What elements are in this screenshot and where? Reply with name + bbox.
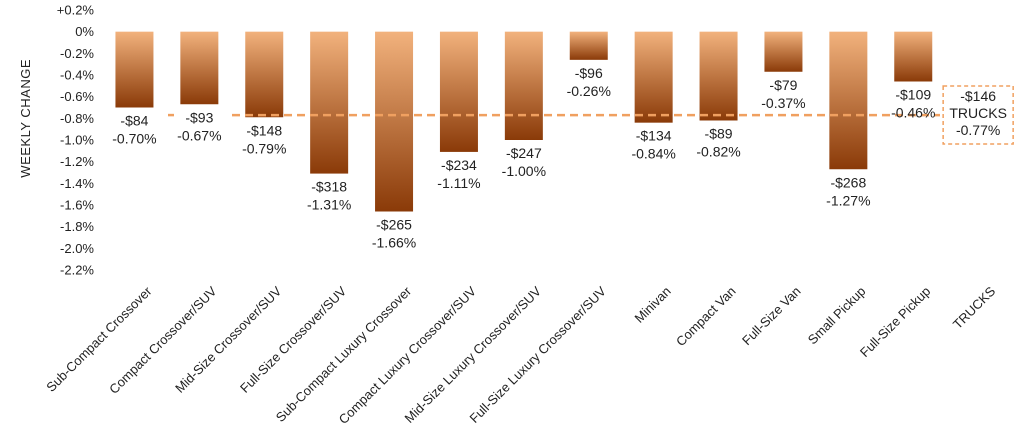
data-label-dollar: -$89 <box>705 126 733 142</box>
data-label-dollar: -$234 <box>441 157 477 173</box>
bar <box>764 31 803 72</box>
data-label-dollar: -$148 <box>246 122 282 138</box>
data-label-pct: -0.67% <box>177 127 221 143</box>
category-label: Full-Size Crossover/SUV <box>237 283 349 395</box>
bars <box>115 31 933 212</box>
y-tick-label: -2.2% <box>60 263 94 278</box>
data-label-pct: -0.79% <box>242 140 286 156</box>
y-tick-label: +0.2% <box>57 3 95 18</box>
data-label-pct: -1.66% <box>372 235 416 251</box>
category-label: Sub-Compact Luxury Crossover <box>273 283 415 425</box>
trucks-label-title: TRUCKS <box>949 105 1007 121</box>
bar <box>634 31 673 123</box>
y-tick-label: -2.0% <box>60 241 94 256</box>
data-label-dollar: -$109 <box>895 87 931 103</box>
data-label-dollar: -$318 <box>311 179 347 195</box>
category-label: Compact Luxury Crossover/SUV <box>336 283 480 427</box>
data-label-dollar: -$84 <box>120 113 148 129</box>
category-label: Mid-Size Luxury Crossover/SUV <box>402 283 545 426</box>
y-axis: +0.2% 0% -0.2% -0.4% -0.6% -0.8% -1.0% -1.2% -1.… <box>57 3 95 278</box>
category-label: Full-Size Van <box>739 284 804 349</box>
bar <box>829 31 868 170</box>
bar <box>375 31 414 212</box>
data-label-pct: -1.31% <box>307 197 351 213</box>
data-label-dollar: -$96 <box>575 65 603 81</box>
bar <box>569 31 608 60</box>
category-label: Compact Van <box>673 284 739 350</box>
y-tick-label: -1.8% <box>60 219 94 234</box>
data-label-pct: -0.46% <box>891 105 935 121</box>
y-axis-label: WEEKLY CHANGE <box>18 59 33 178</box>
data-label-pct: -1.11% <box>437 175 480 191</box>
category-label: Full-Size Luxury Crossover/SUV <box>466 283 609 426</box>
reference-line <box>168 85 1014 145</box>
data-label-pct: -0.82% <box>696 144 740 160</box>
data-label-pct: -0.84% <box>631 146 675 162</box>
data-labels: -$84 -0.70% -$93 -0.67% -$148 -0.79% -$318 -1.3… <box>112 65 1007 251</box>
data-label-pct: -0.26% <box>567 83 611 99</box>
y-tick-label: -0.8% <box>60 111 94 126</box>
data-label-dollar: -$265 <box>376 217 412 233</box>
category-label: Full-Size Pickup <box>857 284 934 361</box>
category-label: TRUCKS <box>950 283 999 332</box>
data-label-dollar: -$79 <box>769 77 797 93</box>
bar <box>894 31 933 82</box>
category-label: Minivan <box>631 284 673 326</box>
y-tick-label: -1.4% <box>60 176 94 191</box>
category-label: Small Pickup <box>805 284 869 348</box>
data-label-dollar: -$134 <box>636 128 672 144</box>
data-label-dollar: -$93 <box>185 109 213 125</box>
data-label: -$146 <box>960 88 996 104</box>
bar <box>310 31 349 174</box>
category-label: Sub-Compact Crossover <box>43 283 155 395</box>
bar <box>439 31 478 152</box>
category-label: Mid-Size Crossover/SUV <box>172 283 284 395</box>
data-label-pct: -1.27% <box>826 192 870 208</box>
category-label: Compact Crossover/SUV <box>106 283 220 397</box>
data-label-pct: -0.37% <box>761 95 805 111</box>
y-tick-label: -1.6% <box>60 198 94 213</box>
bar <box>504 31 543 141</box>
data-label: -0.77% <box>956 122 1000 138</box>
bar <box>180 31 219 105</box>
trucks-label-box <box>942 85 1014 145</box>
bar <box>115 31 154 108</box>
data-label-dollar: -$247 <box>506 145 542 161</box>
y-tick-label: -0.6% <box>60 89 94 104</box>
y-tick-label: -0.4% <box>60 68 94 83</box>
y-tick-label: -1.0% <box>60 133 94 148</box>
bar <box>245 31 284 118</box>
data-label-pct: -0.70% <box>112 131 156 147</box>
y-tick-label: -1.2% <box>60 154 94 169</box>
bar <box>699 31 738 121</box>
data-label-pct: -1.00% <box>502 163 546 179</box>
y-tick-label: -0.2% <box>60 46 94 61</box>
y-tick-label: 0% <box>75 24 94 39</box>
data-label-dollar: -$268 <box>830 174 866 190</box>
